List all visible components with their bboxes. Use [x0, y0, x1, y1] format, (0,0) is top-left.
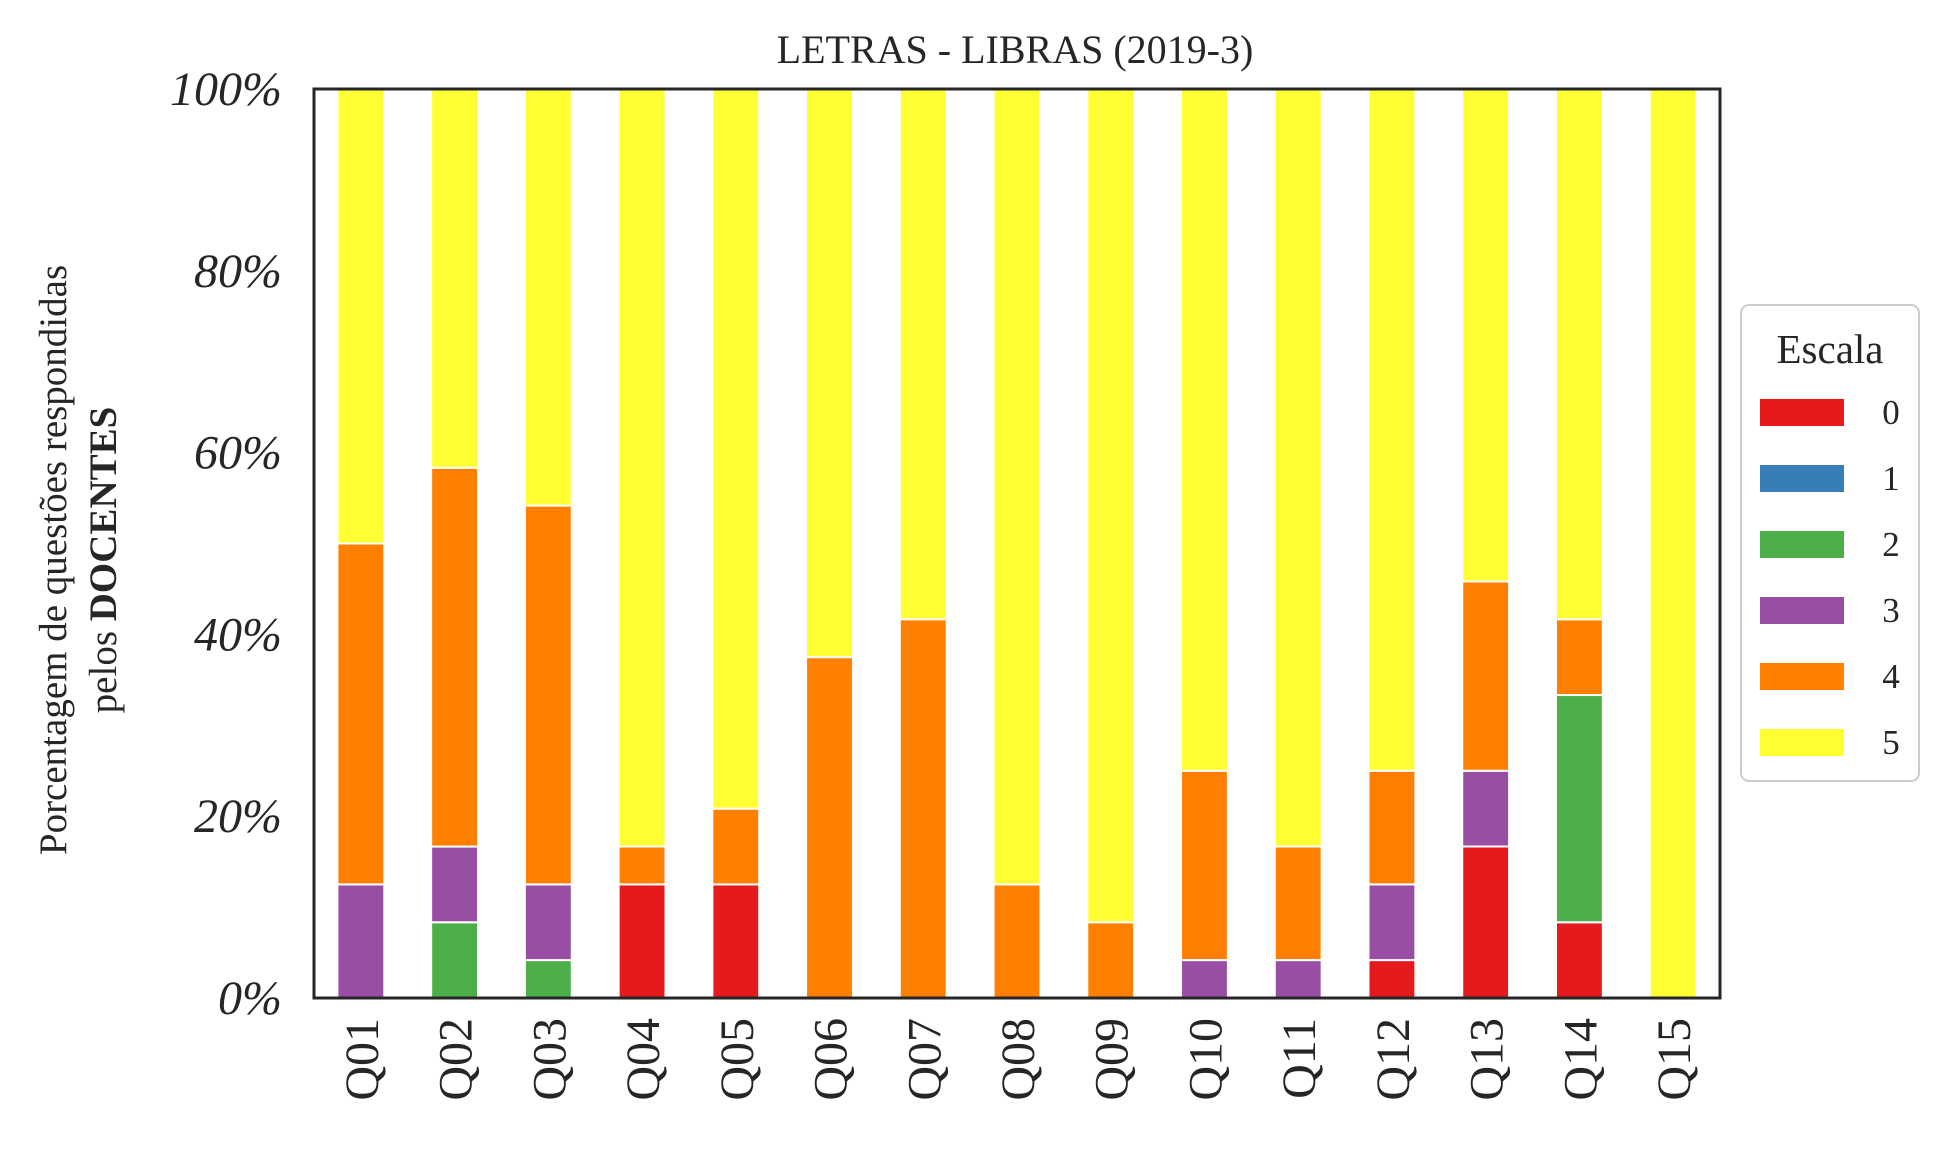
y-tick-label: 20%	[194, 790, 282, 843]
bar-q06-scale-4	[805, 656, 854, 999]
y-axis-label-prefix: pelos	[82, 621, 125, 713]
x-tick-label: Q06	[805, 1018, 858, 1101]
bar-q12-scale-3	[1367, 883, 1417, 962]
bar-q13-scale-3	[1461, 769, 1511, 848]
y-tick-label: 100%	[170, 63, 282, 116]
legend-label-2: 2	[1882, 525, 1900, 564]
x-tick-label: Q01	[336, 1018, 389, 1101]
x-axis-ticks: Q01 Q02 Q03 Q04 Q05 Q06 Q07 Q08 Q09 Q10 Q11 Q12 Q13 Q…	[336, 1018, 1701, 1101]
bar-q03-scale-4	[523, 504, 573, 886]
bar-q07-scale-5	[898, 88, 948, 621]
bar-q03-scale-2	[523, 959, 573, 1000]
bar-q11-scale-4	[1273, 845, 1323, 962]
legend-items: 0 1 2 3 4 5	[1760, 393, 1900, 762]
bar-q04-scale-4	[617, 845, 667, 886]
legend-label-1: 1	[1882, 459, 1900, 498]
bar-q05-scale-0	[711, 883, 761, 999]
y-tick-label: 80%	[194, 245, 282, 298]
x-tick-label: Q15	[1648, 1018, 1701, 1101]
x-tick-label: Q05	[711, 1018, 764, 1101]
bar-q03-scale-3	[523, 883, 573, 962]
bar-q02-scale-4	[430, 466, 480, 848]
bar-q02-scale-3	[430, 845, 480, 924]
bar-q15-scale-5	[1648, 88, 1698, 999]
x-tick-label: Q03	[523, 1018, 576, 1101]
bar-q10-scale-4	[1180, 769, 1229, 962]
bar-q07-scale-4	[898, 618, 948, 1000]
bar-q01-scale-3	[336, 883, 386, 999]
bar-q01-scale-5	[336, 88, 386, 545]
legend-label-4: 4	[1882, 657, 1900, 696]
legend-swatch-0	[1760, 399, 1844, 426]
bar-q11-scale-5	[1273, 88, 1323, 848]
bar-q10-scale-5	[1180, 88, 1229, 772]
bar-q12-scale-5	[1367, 88, 1417, 772]
bar-q09-scale-5	[1086, 88, 1136, 924]
bar-q02-scale-5	[430, 88, 480, 469]
bar-q08-scale-5	[992, 88, 1042, 886]
legend-title: Escala	[1777, 326, 1884, 372]
bars-group	[336, 88, 1698, 1000]
bar-q12-scale-0	[1367, 959, 1417, 1000]
bar-q13-scale-5	[1461, 88, 1511, 583]
bar-q14-scale-5	[1554, 88, 1604, 621]
bar-q04-scale-5	[617, 88, 667, 848]
legend-swatch-5	[1760, 729, 1844, 756]
bar-q06-scale-5	[805, 88, 854, 659]
x-tick-label: Q11	[1273, 1018, 1326, 1099]
bar-q12-scale-4	[1367, 769, 1417, 886]
bar-q14-scale-4	[1554, 618, 1604, 697]
bar-q08-scale-4	[992, 883, 1042, 999]
bar-q13-scale-4	[1461, 580, 1511, 772]
bar-q09-scale-4	[1086, 921, 1136, 999]
bar-q05-scale-5	[711, 88, 761, 810]
chart-title: LETRAS - LIBRAS (2019-3)	[777, 27, 1254, 72]
x-tick-label: Q09	[1086, 1018, 1139, 1101]
x-tick-label: Q14	[1554, 1018, 1607, 1101]
y-axis-ticks: 0% 20% 40% 60% 80% 100%	[170, 63, 282, 1025]
x-tick-label: Q04	[617, 1018, 670, 1101]
bar-q10-scale-3	[1180, 959, 1229, 1000]
bar-q01-scale-4	[336, 542, 386, 886]
bar-q11-scale-3	[1273, 959, 1323, 1000]
x-tick-label: Q02	[430, 1018, 483, 1101]
bar-q14-scale-0	[1554, 921, 1604, 999]
y-tick-label: 60%	[194, 427, 282, 480]
y-tick-label: 0%	[218, 972, 282, 1025]
x-tick-label: Q07	[898, 1018, 951, 1101]
legend: Escala 0 1 2 3 4 5	[1740, 304, 1920, 782]
legend-swatch-3	[1760, 597, 1844, 624]
bar-q04-scale-0	[617, 883, 667, 999]
y-axis-label-line2: pelos DOCENTES	[82, 407, 125, 714]
x-tick-label: Q13	[1461, 1018, 1514, 1101]
y-tick-label: 40%	[194, 608, 282, 661]
legend-swatch-4	[1760, 663, 1844, 690]
y-axis-label: Porcentagem de questões respondidas pelo…	[32, 265, 125, 855]
bar-q02-scale-2	[430, 921, 480, 999]
bar-q03-scale-5	[523, 88, 573, 507]
bar-q05-scale-4	[711, 807, 761, 886]
y-axis-label-bold: DOCENTES	[82, 407, 125, 622]
x-tick-label: Q10	[1179, 1018, 1232, 1101]
x-tick-label: Q08	[992, 1018, 1045, 1101]
x-tick-label: Q12	[1367, 1018, 1420, 1101]
legend-label-0: 0	[1882, 393, 1900, 432]
y-axis-label-line1: Porcentagem de questões respondidas	[32, 265, 75, 855]
legend-swatch-1	[1760, 465, 1844, 492]
bar-q14-scale-2	[1554, 694, 1604, 924]
legend-label-3: 3	[1882, 591, 1900, 630]
bar-q13-scale-0	[1461, 845, 1511, 1000]
plot-frame	[312, 87, 1722, 1000]
legend-label-5: 5	[1882, 723, 1900, 762]
legend-swatch-2	[1760, 531, 1844, 558]
